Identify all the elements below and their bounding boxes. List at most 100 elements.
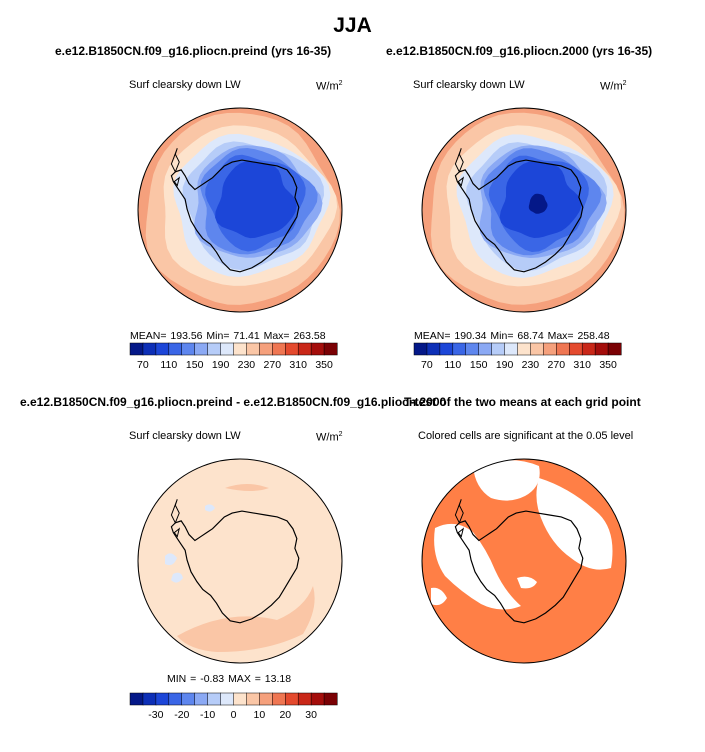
colorbar-tick-label: 270 [548,359,566,371]
colorbar-swatch [220,692,235,706]
map-boundary [421,107,627,313]
colorbar-swatch [285,692,299,706]
colorbar-swatch [194,342,209,356]
antarctica-coastline [170,510,300,624]
colorbar-tick-label: 30 [305,709,317,721]
panel3-colorbar: -30 -20 -10 0 10 20 30 [129,692,338,721]
map-ocean-field [138,459,342,663]
colorbar-swatch [556,342,570,356]
colorbar-swatch [465,342,480,356]
colorbar-tick-label: 110 [160,359,177,371]
peninsula-coastline [454,148,465,187]
colorbar-swatch [233,342,247,356]
panel2-stats: MEAN= 190.34 Min= 68.74 Max= 258.48 [414,330,610,342]
panel3-stats: MIN = -0.83 MAX = 13.18 [167,673,292,685]
panel2-title: e.e12.B1850CN.f09_g16.pliocn.2000 (yrs 1… [386,44,653,58]
map-contour-band-1 [225,484,269,491]
colorbar-swatch [504,342,519,356]
colorbar-swatch [194,692,209,706]
map-contour-band-3 [205,504,215,512]
peninsula-coastline [170,499,181,538]
colorbar-tick-label: 350 [315,359,333,371]
map-boundary [137,107,343,313]
colorbar-swatch [426,342,441,356]
colorbar-swatch [272,342,286,356]
colorbar-tick-label: 70 [421,359,433,371]
colorbar-swatch [297,342,312,356]
colorbar-tick-label: 310 [573,359,591,371]
colorbar-swatch [594,342,609,356]
colorbar-swatch [259,692,273,706]
peninsula-coastline [454,499,465,538]
colorbar-swatch [569,342,583,356]
panel1-units: W/m2 [316,80,343,93]
colorbar-swatch [285,342,299,356]
colorbar-swatch [323,342,338,356]
panel3-variable: Surf clearsky down LW [129,430,241,442]
colorbar-tick-label: 0 [231,709,237,721]
colorbar-swatch [607,342,622,356]
colorbar-swatch [168,692,183,706]
colorbar-swatch [478,342,493,356]
colorbar-tick-label: 110 [444,359,461,371]
colorbar-tick-label: 150 [186,359,204,371]
panel2-map [421,107,627,313]
colorbar-swatch [259,342,273,356]
colorbar-swatch [310,342,325,356]
colorbar-swatch [452,342,467,356]
colorbar-tick-label: 150 [470,359,488,371]
colorbar-swatch [246,342,260,356]
panel4-map [421,458,627,664]
map-contour-band-2 [165,553,177,566]
colorbar-swatch [272,692,286,706]
colorbar-tick-label: 10 [254,709,266,721]
colorbar-swatch [517,342,531,356]
colorbar-swatch [581,342,596,356]
colorbar-swatch [246,692,260,706]
colorbar-swatch [129,342,144,356]
colorbar-swatch [543,342,557,356]
panel4-title: T-test of the two means at each grid poi… [404,395,641,409]
colorbar-swatch [233,692,247,706]
colorbar-tick-label: 350 [599,359,617,371]
colorbar-tick-label: 190 [496,359,514,371]
map-contour-band-0 [177,586,315,652]
colorbar-swatch [297,692,312,706]
colorbar-swatch [220,342,235,356]
colorbar-tick-label: -30 [148,709,163,721]
antarctica-coastline [170,159,300,273]
panel2-colorbar: 70 110 150 190 230 270 310 350 [413,342,622,371]
panel1-stats: MEAN= 193.56 Min= 71.41 Max= 263.58 [130,330,326,342]
colorbar-tick-label: 190 [212,359,230,371]
panel1-colorbar: 70 110 150 190 230 270 310 350 [129,342,338,371]
colorbar-tick-label: 310 [289,359,307,371]
panel3-map [137,458,343,664]
colorbar-swatch [439,342,454,356]
map-contour-band-4 [517,576,537,589]
colorbar-tick-label: 230 [522,359,540,371]
colorbar-swatch [181,692,196,706]
colorbar-swatch [310,692,325,706]
colorbar-swatch [129,692,144,706]
panel1-map [137,107,343,313]
map-contour-band-0 [473,460,540,501]
peninsula-coastline [170,148,181,187]
antarctica-coastline [454,159,584,273]
colorbar-swatch [142,342,157,356]
colorbar-tick-label: 70 [137,359,149,371]
colorbar-swatch [155,692,170,706]
colorbar-swatch [207,692,222,706]
map-contour-band-7 [215,161,297,239]
colorbar-swatch [155,342,170,356]
map-boundary [421,458,627,664]
map-contour-band-8 [528,193,548,214]
colorbar-swatch [207,342,222,356]
colorbar-swatch [168,342,183,356]
main-title: JJA [333,14,372,37]
panel4-subtitle: Colored cells are significant at the 0.0… [418,430,634,442]
map-boundary [137,458,343,664]
panel3-units: W/m2 [316,431,343,444]
colorbar-swatch [530,342,544,356]
panel2-variable: Surf clearsky down LW [413,79,525,91]
map-contour-band-1 [536,478,613,570]
